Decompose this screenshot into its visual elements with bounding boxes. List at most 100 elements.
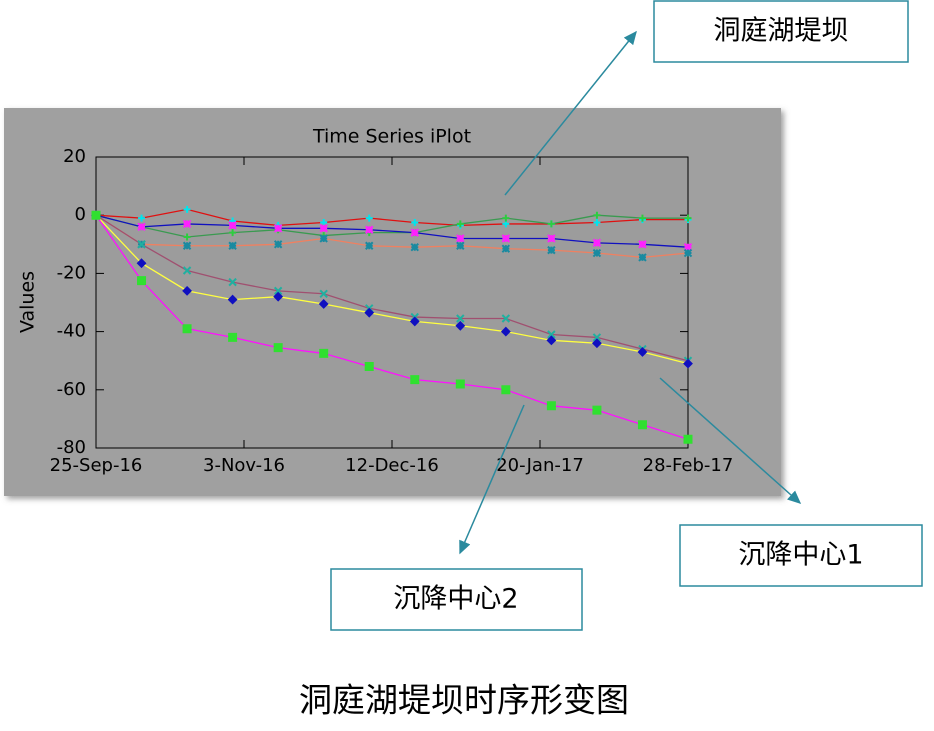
data-point bbox=[365, 225, 374, 234]
data-point bbox=[456, 220, 464, 228]
annotation: 沉降中心1 bbox=[738, 540, 863, 571]
data-point bbox=[546, 335, 557, 346]
series-line bbox=[95, 214, 689, 259]
data-point bbox=[319, 289, 328, 298]
data-point bbox=[228, 332, 238, 342]
data-point bbox=[409, 316, 420, 327]
data-point bbox=[138, 214, 146, 222]
data-point bbox=[547, 330, 556, 339]
y-tick-label: -40 bbox=[57, 321, 86, 342]
data-point bbox=[137, 276, 147, 286]
x-tick-label: 20-Jan-17 bbox=[496, 455, 584, 476]
series-line bbox=[95, 214, 688, 238]
data-point bbox=[318, 299, 329, 309]
data-point bbox=[592, 338, 602, 349]
y-tick-label: 20 bbox=[63, 146, 86, 167]
data-point bbox=[501, 244, 511, 253]
data-point bbox=[365, 241, 374, 250]
data-point bbox=[410, 375, 420, 385]
data-point bbox=[455, 379, 465, 389]
data-point bbox=[502, 214, 510, 222]
data-point bbox=[593, 211, 601, 219]
data-point bbox=[501, 314, 511, 323]
data-point bbox=[182, 285, 192, 296]
x-tick-label: 28-Feb-17 bbox=[643, 455, 734, 476]
data-point bbox=[684, 214, 692, 222]
data-point bbox=[547, 234, 556, 243]
annotation-box bbox=[679, 524, 923, 587]
data-point bbox=[229, 229, 237, 237]
series-line bbox=[95, 214, 689, 362]
data-point bbox=[411, 218, 419, 226]
data-point bbox=[182, 266, 192, 275]
data-point bbox=[638, 240, 647, 249]
y-tick-label: -80 bbox=[57, 437, 86, 458]
data-point bbox=[456, 241, 465, 250]
data-point bbox=[410, 228, 419, 237]
series-line bbox=[95, 214, 689, 365]
data-point bbox=[137, 222, 146, 232]
caption: 洞庭湖堤坝时序形变图 bbox=[299, 681, 629, 720]
data-point bbox=[592, 333, 602, 342]
arrow bbox=[659, 377, 802, 504]
plot-area bbox=[95, 156, 689, 449]
x-tick-label: 3-Nov-16 bbox=[203, 455, 285, 476]
data-point bbox=[638, 253, 647, 262]
data-point bbox=[593, 218, 601, 226]
data-point bbox=[273, 240, 283, 249]
data-point bbox=[500, 326, 511, 337]
x-tick-label: 12-Dec-16 bbox=[345, 455, 439, 476]
y-tick-label: 0 bbox=[75, 204, 86, 225]
data-point bbox=[592, 238, 602, 248]
data-point bbox=[637, 347, 648, 357]
data-point bbox=[319, 348, 329, 358]
data-point bbox=[547, 220, 555, 228]
data-point bbox=[683, 248, 693, 258]
data-point bbox=[592, 405, 602, 415]
data-point bbox=[273, 291, 284, 302]
annotation-box bbox=[330, 568, 583, 631]
data-point bbox=[364, 307, 375, 318]
data-point bbox=[364, 362, 374, 372]
data-point bbox=[273, 286, 283, 296]
data-point bbox=[637, 420, 647, 430]
data-point bbox=[227, 294, 238, 305]
y-axis-label: Values bbox=[17, 271, 39, 333]
series-line bbox=[95, 214, 689, 248]
annotation: 洞庭湖堤坝 bbox=[714, 16, 849, 47]
data-point bbox=[365, 214, 373, 222]
data-point bbox=[592, 248, 602, 258]
data-point bbox=[91, 210, 101, 220]
data-point bbox=[319, 234, 328, 243]
x-tick-label: 25-Sep-16 bbox=[50, 455, 143, 476]
series-line bbox=[95, 214, 689, 440]
data-point bbox=[228, 277, 237, 287]
data-point bbox=[228, 221, 237, 230]
arrow bbox=[459, 404, 525, 555]
y-tick-label: -60 bbox=[57, 379, 86, 400]
data-point bbox=[683, 434, 693, 444]
data-point bbox=[273, 343, 283, 353]
data-point bbox=[273, 224, 283, 233]
data-point bbox=[410, 243, 419, 252]
annotation-box bbox=[653, 0, 909, 63]
data-point bbox=[183, 233, 191, 241]
data-point bbox=[501, 385, 511, 395]
series-line bbox=[95, 208, 688, 227]
chart-title: Time Series iPlot bbox=[312, 126, 471, 148]
data-point bbox=[183, 205, 191, 213]
annotation: 沉降中心2 bbox=[393, 584, 518, 615]
plot-layer: -80 -60 -40 -20 0 20 25-Sep-16 3-Nov-16 12-Dec-1… bbox=[50, 146, 734, 476]
data-point bbox=[501, 234, 511, 243]
data-point bbox=[319, 224, 328, 233]
y-tick-label: -20 bbox=[57, 262, 86, 283]
data-point bbox=[683, 358, 693, 369]
data-point bbox=[455, 320, 466, 331]
data-point bbox=[456, 234, 465, 243]
data-point bbox=[182, 241, 192, 250]
data-point bbox=[638, 214, 646, 222]
data-point bbox=[683, 243, 693, 252]
data-point bbox=[137, 240, 146, 249]
